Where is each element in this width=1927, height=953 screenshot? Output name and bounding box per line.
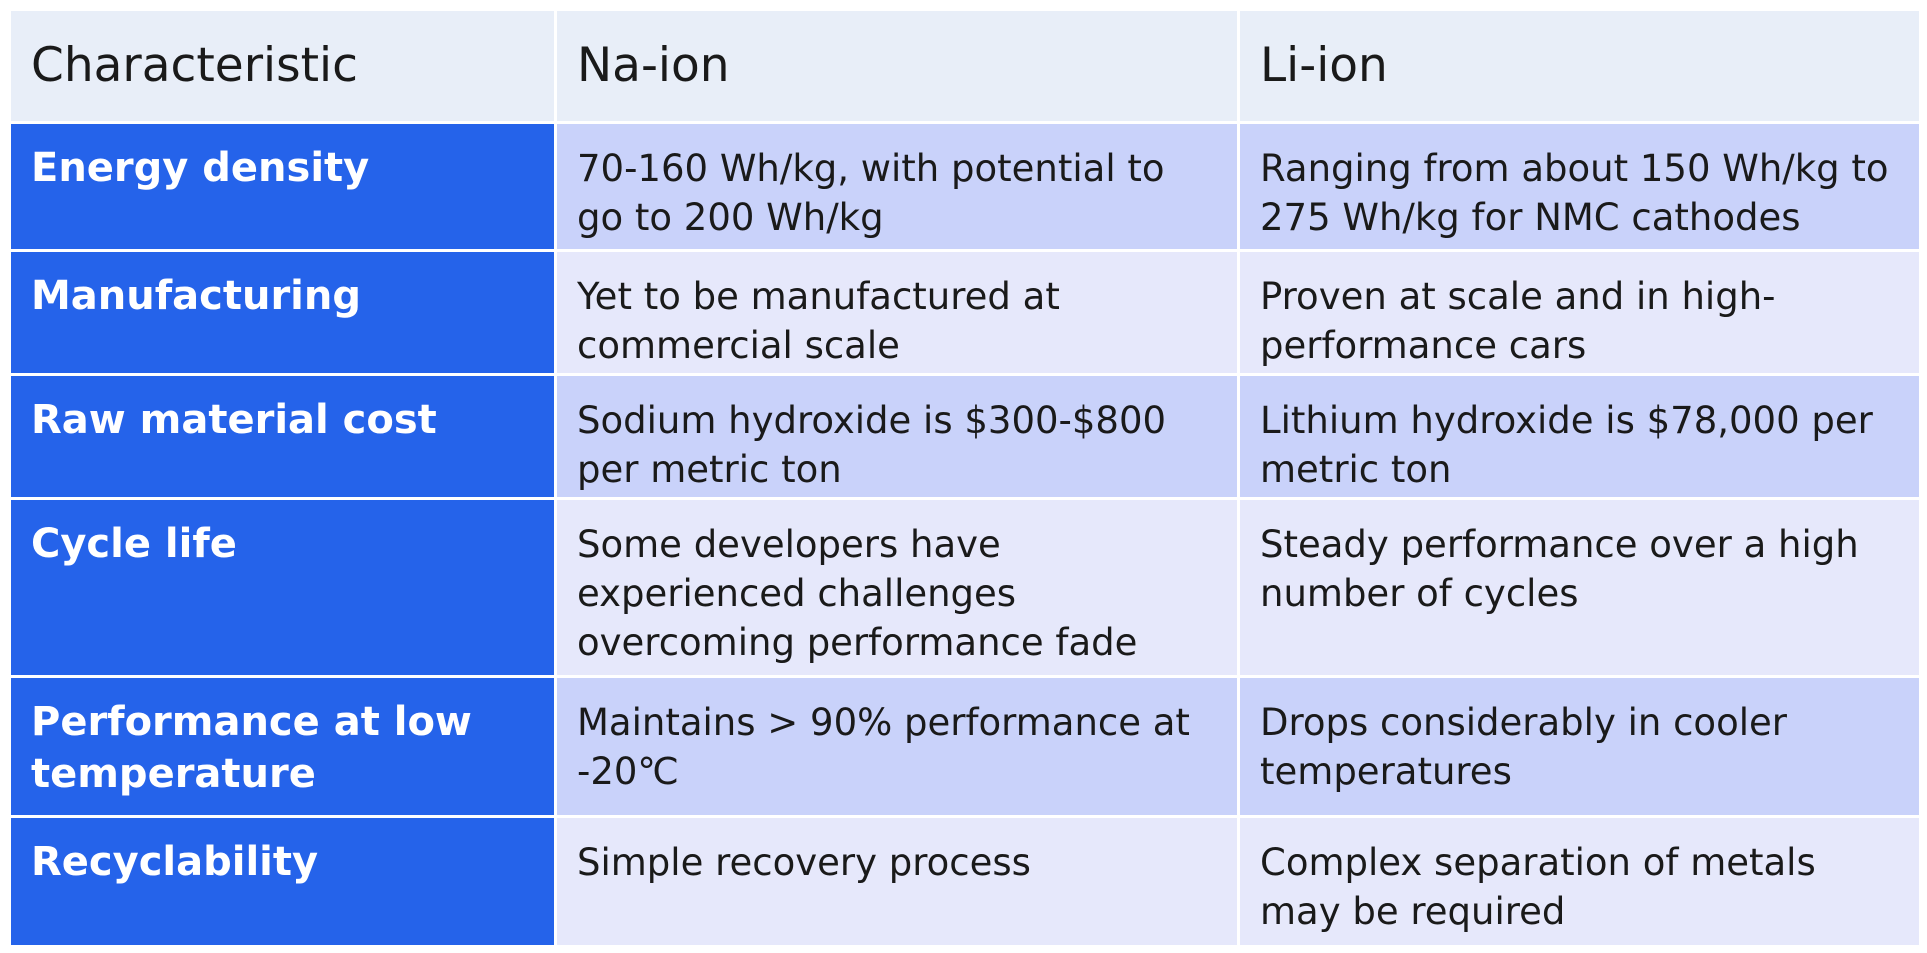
header-characteristic: Characteristic [8, 8, 557, 124]
na-ion-cell: Yet to be manufactured at commercial sca… [554, 249, 1240, 376]
li-ion-cell: Complex separation of metals may be requ… [1237, 815, 1922, 948]
li-ion-cell: Drops considerably in cooler temperature… [1237, 675, 1922, 818]
row-label: Raw material cost [8, 373, 557, 500]
na-ion-cell: Some developers have experienced challen… [554, 497, 1240, 678]
table-row: Manufacturing Yet to be manufactured at … [8, 249, 1922, 376]
na-ion-cell: Simple recovery process [554, 815, 1240, 948]
table-row: Energy density 70-160 Wh/kg, with potent… [8, 121, 1922, 252]
na-ion-cell: Sodium hydroxide is $300-$800 per metric… [554, 373, 1240, 500]
header-row: Characteristic Na-ion Li-ion [8, 8, 1922, 124]
li-ion-cell: Proven at scale and in high-performance … [1237, 249, 1922, 376]
li-ion-cell: Steady performance over a high number of… [1237, 497, 1922, 678]
row-label: Cycle life [8, 497, 557, 678]
header-li-ion: Li-ion [1237, 8, 1922, 124]
row-label: Recyclability [8, 815, 557, 948]
row-label: Performance at low temperature [8, 675, 557, 818]
comparison-table: Characteristic Na-ion Li-ion Energy dens… [8, 8, 1922, 948]
row-label: Manufacturing [8, 249, 557, 376]
row-label: Energy density [8, 121, 557, 252]
table-row: Raw material cost Sodium hydroxide is $3… [8, 373, 1922, 500]
header-na-ion: Na-ion [554, 8, 1240, 124]
li-ion-cell: Ranging from about 150 Wh/kg to 275 Wh/k… [1237, 121, 1922, 252]
table-row: Performance at low temperature Maintains… [8, 675, 1922, 818]
li-ion-cell: Lithium hydroxide is $78,000 per metric … [1237, 373, 1922, 500]
table-row: Cycle life Some developers have experien… [8, 497, 1922, 678]
na-ion-cell: Maintains > 90% performance at -20℃ [554, 675, 1240, 818]
na-ion-cell: 70-160 Wh/kg, with potential to go to 20… [554, 121, 1240, 252]
table-row: Recyclability Simple recovery process Co… [8, 815, 1922, 948]
